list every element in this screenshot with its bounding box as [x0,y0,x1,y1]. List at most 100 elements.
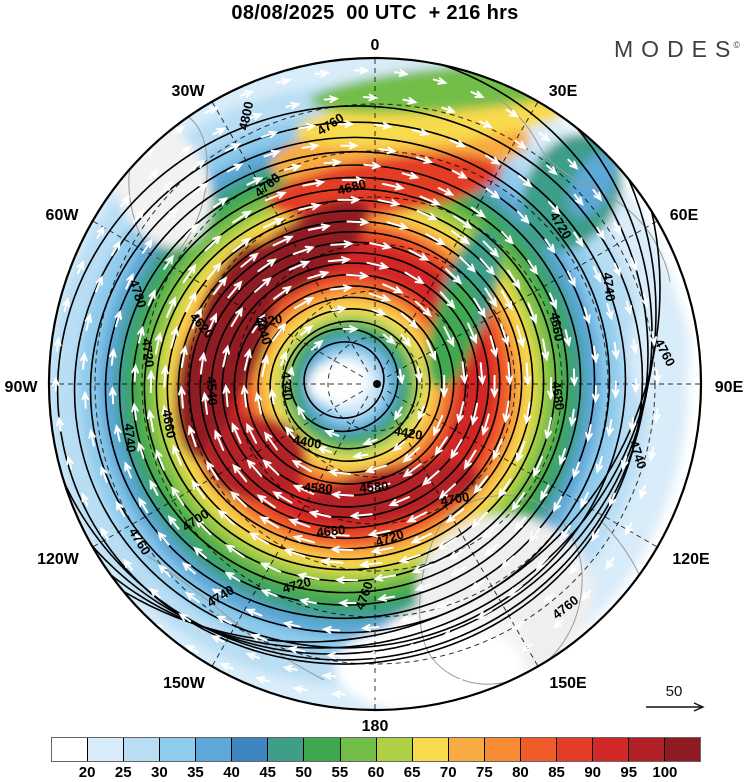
wind-arrow [285,101,301,110]
longitude-label: 150W [163,675,206,692]
wind-arrow [507,269,521,290]
wind-arrow [400,312,419,329]
wind-arrow [171,485,185,506]
wind-arrow [230,490,248,508]
wind-arrow [292,484,315,495]
wind-arrow [217,509,236,526]
wind-arrow [301,142,320,151]
wind-arrow [62,297,70,312]
wind-arrow [257,258,277,273]
wind-arrow [570,368,579,387]
wind-arrow [404,643,423,651]
wind-arrow [451,230,471,245]
wind-arrow [376,594,396,602]
wind-arrow [505,361,514,386]
colorbar-cell [268,738,305,761]
wind-arrow [193,182,209,194]
height-contour [289,327,399,433]
wind-arrow [523,362,532,387]
colorbar-cell [376,738,413,761]
wind-arrow [448,546,469,560]
wind-arrow [434,436,448,457]
wind-arrow [224,571,241,582]
wind-arrow [425,233,446,246]
wind-arrow [592,266,602,283]
wind-arrow [400,334,412,348]
wind-arrow [157,531,170,546]
wind-arrow [84,312,93,331]
wind-arrow [388,496,410,507]
wind-arrow [271,322,287,342]
wind-arrow [321,672,337,680]
wind-arrow [330,545,354,554]
wind-arrow [258,516,280,529]
wind-arrow [516,210,530,225]
wind-arrow [363,161,382,170]
wind-arrow [489,335,498,358]
wind-arrow [146,409,155,433]
wind-arrow [505,109,520,118]
height-contour [166,209,534,561]
wind-arrow [268,388,277,405]
wind-arrow [393,69,409,77]
wind-arrow [613,221,622,236]
wind-arrow [470,90,485,98]
wind-arrow [591,385,600,404]
coastline [128,111,208,262]
wind-arrow [232,210,252,224]
wind-arrow [307,270,330,280]
wind-arrow [292,534,315,544]
wind-arrow [371,308,387,316]
wind-arrow [479,120,493,129]
vector-scale-value: 50 [666,683,683,700]
contour-label: 4740 [600,272,618,303]
wind-arrow [178,612,192,623]
wind-arrow [397,368,405,385]
wind-arrow [147,288,156,306]
wind-arrow [132,208,145,224]
colorbar-cell [629,738,666,761]
wind-arrow [211,588,228,599]
wind-arrow [340,141,359,150]
wind-arrow [547,377,555,401]
wind-arrow [411,563,434,574]
wind-arrow [254,391,263,415]
wind-arrow [246,422,258,444]
wind-arrow [204,234,222,252]
wind-arrow [230,306,244,327]
contour-label: 4680 [549,380,568,411]
wind-arrow [114,423,122,442]
wind-arrow [181,562,196,575]
copyright-mark: © [733,40,740,51]
wind-arrow [310,339,324,351]
colorbar-cell [124,738,161,761]
wind-arrow [141,238,153,254]
colorbar-cell [665,738,701,761]
windspeed-shading-patch [630,290,690,414]
wind-arrow [246,177,264,186]
wind-arrow [335,120,355,128]
colorbar-cell [484,738,521,761]
wind-arrow [307,223,331,231]
wind-arrow [541,338,550,362]
contour-label: 4680 [316,522,346,540]
vector-scale-arrow-icon [646,702,705,712]
colorbar-tick: 55 [331,764,349,781]
longitude-label: 30W [172,83,206,100]
wind-arrow [502,400,511,424]
wind-arrow [212,276,228,296]
wind-arrow [367,482,391,492]
wind-arrow [222,383,231,408]
wind-arrow [330,690,347,699]
wind-arrow [243,348,252,371]
wind-arrow [179,145,192,156]
wind-arrow [402,463,422,478]
wind-arrow [345,271,370,280]
wind-arrow [298,123,317,131]
height-contour [73,121,627,649]
wind-arrow [185,644,199,654]
wind-arrow [416,209,439,220]
wind-arrow [291,459,312,473]
colorbar-cell [448,738,485,761]
wind-arrow [272,235,294,247]
